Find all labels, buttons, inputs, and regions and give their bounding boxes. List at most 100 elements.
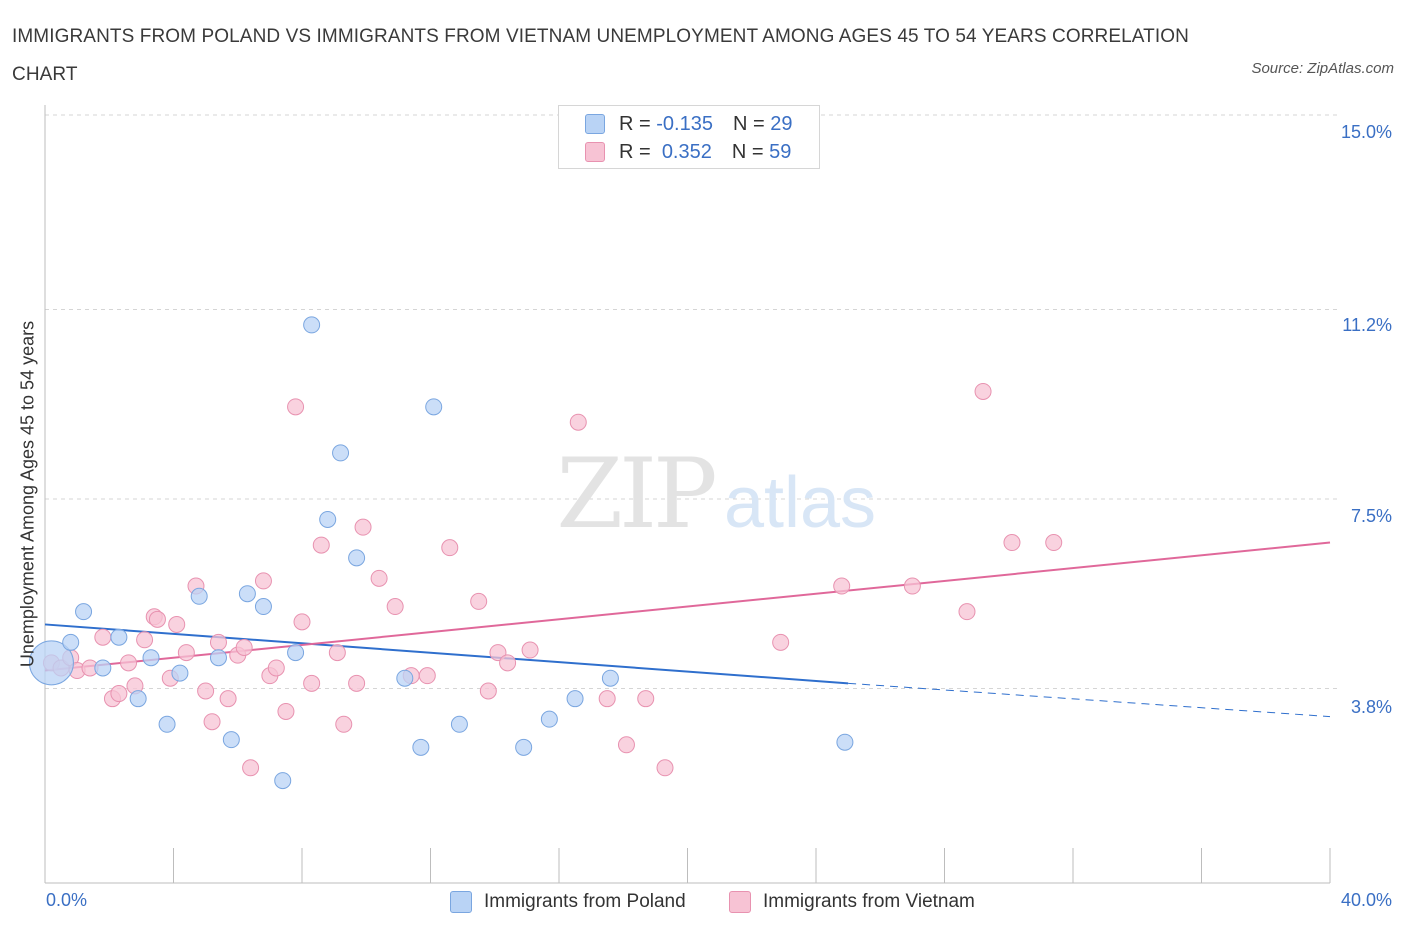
- vietnam-point: [242, 759, 260, 777]
- vietnam-point: [148, 610, 166, 628]
- poland-point: [450, 715, 468, 733]
- trend-line-vietnam: [44, 541, 1331, 672]
- legend-n-value: 59: [769, 140, 792, 163]
- y-tick-label: 7.5%: [1350, 506, 1392, 526]
- legend-n-label: N =: [732, 112, 765, 135]
- poland-point: [425, 398, 443, 416]
- vietnam-point: [197, 682, 215, 700]
- vietnam-point: [267, 659, 285, 677]
- legend-r-label: R =: [619, 140, 651, 163]
- poland-point: [110, 628, 128, 646]
- trend-line-poland: [44, 623, 849, 685]
- poland-point: [28, 640, 74, 686]
- trend-line-poland-extension: [848, 682, 1331, 718]
- vietnam-point: [499, 654, 517, 672]
- vietnam-point: [418, 667, 436, 685]
- watermark: ZIP atlas: [556, 438, 876, 550]
- vietnam-point: [386, 598, 404, 616]
- vietnam-point: [354, 518, 372, 536]
- bottom-legend-vietnam: Immigrants from Vietnam: [729, 888, 975, 916]
- axes: [44, 105, 1331, 884]
- vietnam-point: [348, 674, 366, 692]
- vietnam-swatch: [729, 891, 751, 913]
- vietnam-point: [168, 615, 186, 633]
- vietnam-point: [94, 628, 112, 646]
- vietnam-point: [120, 654, 138, 672]
- poland-point: [303, 316, 321, 334]
- vietnam-point: [110, 685, 128, 703]
- source-label: Source: ZipAtlas.com: [1251, 60, 1394, 77]
- vietnam-point: [219, 690, 237, 708]
- vietnam-point: [312, 536, 330, 554]
- legend-r-value: -0.135: [656, 112, 713, 135]
- chart-title: IMMIGRANTS FROM POLAND VS IMMIGRANTS FRO…: [12, 26, 1189, 85]
- vietnam-point: [328, 644, 346, 662]
- x-tick-label: 40.0%: [1340, 890, 1392, 910]
- poland-point: [254, 598, 272, 616]
- vietnam-point: [958, 603, 976, 621]
- legend-row-vietnam: R = 0.352 N = 59: [585, 139, 791, 165]
- poland-point: [238, 585, 256, 603]
- legend-r-label: R =: [619, 112, 651, 135]
- y-axis-label: Unemployment Among Ages 45 to 54 years: [17, 320, 38, 668]
- vietnam-point: [598, 690, 616, 708]
- y-tick-label: 3.8%: [1350, 697, 1392, 717]
- legend-row-poland: R = -0.135 N = 29: [585, 111, 792, 137]
- poland-point: [222, 731, 240, 749]
- vietnam-point: [617, 736, 635, 754]
- poland-point: [190, 587, 208, 605]
- bottom-legend-poland: Immigrants from Poland: [450, 888, 686, 916]
- series-poland-points: [28, 316, 854, 790]
- vietnam-point: [637, 690, 655, 708]
- y-tick-label: 15.0%: [1340, 122, 1392, 142]
- vietnam-point: [203, 713, 221, 731]
- vietnam-swatch: [585, 142, 605, 162]
- poland-point: [274, 772, 292, 790]
- bottom-legend-vietnam-label: Immigrants from Vietnam: [763, 891, 975, 912]
- poland-point: [142, 649, 160, 667]
- poland-point: [319, 510, 337, 528]
- watermark-zip: ZIP: [556, 438, 715, 550]
- legend-n-label: N =: [731, 140, 764, 163]
- poland-point: [332, 444, 350, 462]
- vietnam-point: [1003, 534, 1021, 552]
- poland-point: [515, 738, 533, 756]
- poland-point: [158, 715, 176, 733]
- poland-point: [396, 669, 414, 687]
- vietnam-point: [772, 633, 790, 651]
- watermark-atlas: atlas: [724, 463, 876, 543]
- vietnam-point: [441, 539, 459, 557]
- vietnam-point: [479, 682, 497, 700]
- poland-point: [129, 690, 147, 708]
- vietnam-point: [470, 592, 488, 610]
- vietnam-point: [569, 413, 587, 431]
- poland-point: [62, 633, 80, 651]
- vietnam-point: [287, 398, 305, 416]
- poland-point: [412, 738, 430, 756]
- vietnam-point: [335, 715, 353, 733]
- poland-point: [75, 603, 93, 621]
- bottom-legend-poland-label: Immigrants from Poland: [484, 891, 686, 912]
- poland-point: [601, 669, 619, 687]
- vietnam-point: [303, 674, 321, 692]
- y-tick-label: 11.2%: [1342, 315, 1392, 335]
- vietnam-point: [293, 613, 311, 631]
- vietnam-point: [833, 577, 851, 595]
- poland-point: [540, 710, 558, 728]
- poland-point: [171, 664, 189, 682]
- grid-lines: [45, 114, 1340, 689]
- x-tick-label: 0.0%: [46, 890, 88, 910]
- poland-point: [836, 733, 854, 751]
- vietnam-point: [370, 569, 388, 587]
- legend-r-value: 0.352: [661, 140, 712, 163]
- trend-lines: [44, 541, 1331, 718]
- poland-swatch: [585, 114, 605, 134]
- vietnam-point: [1045, 534, 1063, 552]
- vietnam-point: [136, 631, 154, 649]
- vietnam-point: [254, 572, 272, 590]
- vietnam-point: [903, 577, 921, 595]
- correlation-legend: R = -0.135 N = 29 R = 0.352 N = 59: [558, 105, 820, 169]
- vietnam-point: [656, 759, 674, 777]
- vietnam-point: [521, 641, 539, 659]
